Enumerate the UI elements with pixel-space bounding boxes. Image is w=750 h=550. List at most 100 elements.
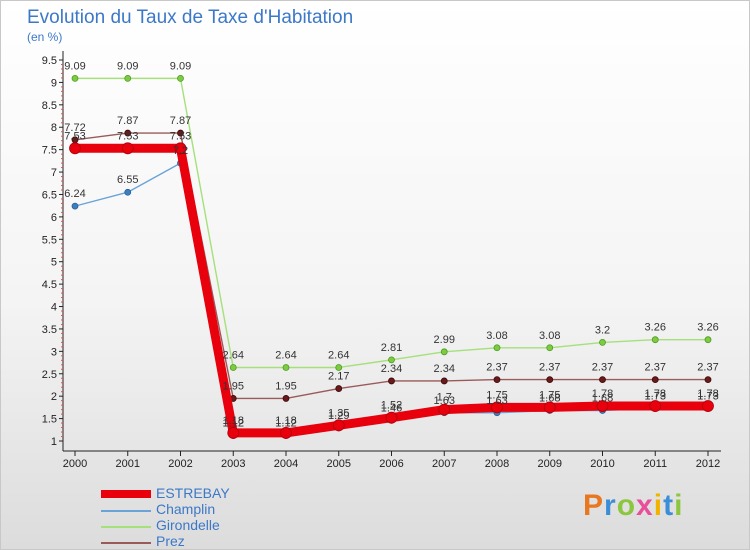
chart-title: Evolution du Taux de Taxe d'Habitation [27, 7, 354, 28]
y-tick-label: 8.5 [42, 100, 57, 112]
logo-letter: r [604, 489, 617, 522]
data-point-prez [282, 395, 290, 402]
data-point-girondelle [704, 336, 712, 344]
data-label-prez: 7.87 [117, 115, 138, 127]
y-tick-label: 3 [51, 346, 57, 358]
x-tick-label: 2009 [538, 458, 562, 470]
data-label-champlin: 1.29 [328, 410, 349, 422]
y-tick-label: 7.5 [42, 145, 57, 157]
logo-letter: P [583, 489, 605, 522]
data-point-estrebay [543, 401, 556, 414]
data-label-girondelle: 2.64 [328, 349, 349, 361]
data-point-prez [388, 377, 395, 385]
y-tick-label: 9 [51, 77, 57, 89]
x-tick-label: 2003 [221, 458, 245, 470]
proxiti-logo: Proxiti [583, 489, 683, 523]
data-point-girondelle [493, 344, 501, 352]
data-label-champlin: 1.46 [381, 402, 402, 414]
data-label-estrebay: 1.78 [645, 388, 666, 400]
data-label-prez: 1.95 [275, 380, 296, 392]
data-label-girondelle: 3.26 [645, 322, 666, 334]
data-label-champlin: 1.12 [275, 418, 296, 430]
data-label-prez: 2.37 [697, 362, 718, 374]
data-label-prez: 2.37 [645, 362, 666, 374]
y-tick-label: 2.5 [42, 369, 57, 381]
data-label-champlin: 1.68 [539, 393, 560, 405]
data-label-girondelle: 3.08 [486, 330, 507, 342]
x-tick-label: 2010 [590, 458, 614, 470]
data-point-estrebay [121, 142, 134, 155]
data-point-girondelle [651, 336, 659, 344]
data-label-girondelle: 9.09 [64, 60, 85, 72]
data-point-girondelle [546, 344, 554, 352]
data-point-prez [704, 376, 712, 383]
data-label-champlin: 1.63 [486, 395, 507, 407]
data-point-prez [546, 376, 554, 383]
y-tick-label: 5 [51, 257, 57, 269]
data-point-estrebay [649, 400, 662, 412]
y-tick-label: 1 [51, 436, 57, 448]
x-tick-label: 2008 [485, 458, 509, 470]
data-point-estrebay [385, 411, 398, 424]
data-point-girondelle [440, 348, 448, 356]
y-tick-label: 1.5 [42, 414, 57, 426]
data-label-girondelle: 2.99 [434, 334, 455, 346]
x-tick-label: 2007 [432, 458, 456, 470]
data-label-champlin: 1.68 [592, 393, 613, 405]
x-tick-label: 2005 [327, 458, 351, 470]
y-tick-label: 6 [51, 212, 57, 224]
y-tick-label: 3.5 [42, 324, 57, 336]
data-point-girondelle [282, 364, 290, 371]
data-label-estrebay: 1.18 [223, 415, 244, 427]
data-label-estrebay: 1.35 [328, 407, 349, 419]
x-tick-label: 2004 [274, 458, 298, 470]
data-label-estrebay: 1.18 [275, 415, 296, 427]
data-point-girondelle [599, 338, 606, 346]
data-label-prez: 2.34 [434, 363, 455, 375]
data-point-estrebay [702, 400, 714, 412]
data-point-estrebay [438, 403, 451, 416]
data-label-prez: 1.95 [223, 380, 244, 392]
data-point-girondelle [71, 74, 79, 82]
data-point-estrebay [280, 427, 292, 439]
logo-letter: o [616, 489, 637, 522]
x-tick-label: 2000 [63, 458, 87, 470]
data-label-prez: 2.37 [539, 362, 560, 374]
data-point-prez [493, 376, 501, 383]
data-point-champlin [71, 202, 79, 210]
data-label-estrebay: 1.52 [381, 400, 402, 412]
data-label-prez: 7.72 [64, 122, 85, 134]
data-point-estrebay [227, 427, 240, 439]
legend-label-champlin: Champlin [156, 501, 216, 517]
y-tick-label: 7 [51, 167, 57, 179]
data-point-prez [177, 129, 184, 137]
legend-label-girondelle: Girondelle [156, 517, 220, 533]
y-tick-label: 9.5 [42, 55, 57, 67]
logo-letter: t [663, 489, 675, 522]
data-label-prez: 7.87 [170, 115, 191, 127]
data-point-estrebay [174, 142, 187, 155]
data-label-estrebay: 7.53 [117, 130, 138, 142]
x-tick-label: 2011 [643, 458, 667, 470]
data-label-estrebay: 7.53 [170, 130, 191, 142]
logo-letter: x [636, 489, 654, 522]
data-point-estrebay [596, 400, 609, 412]
data-point-girondelle [177, 74, 184, 82]
data-label-estrebay: 1.75 [539, 389, 560, 401]
data-point-prez [124, 129, 132, 137]
data-label-estrebay: 1.75 [486, 389, 507, 401]
legend-label-estrebay: ESTREBAY [156, 485, 230, 501]
data-point-champlin [124, 188, 132, 196]
data-label-champlin: 1.63 [434, 395, 455, 407]
y-tick-label: 4.5 [42, 279, 57, 291]
legend-swatch-girondelle [101, 526, 151, 528]
data-label-prez: 2.17 [328, 371, 349, 383]
x-tick-label: 2012 [696, 458, 720, 470]
data-point-estrebay [69, 142, 81, 155]
data-label-girondelle: 2.64 [223, 349, 244, 361]
data-label-prez: 2.37 [486, 362, 507, 374]
y-tick-label: 6.5 [42, 189, 57, 201]
data-label-girondelle: 3.2 [595, 324, 610, 336]
data-label-girondelle: 9.09 [170, 60, 191, 72]
